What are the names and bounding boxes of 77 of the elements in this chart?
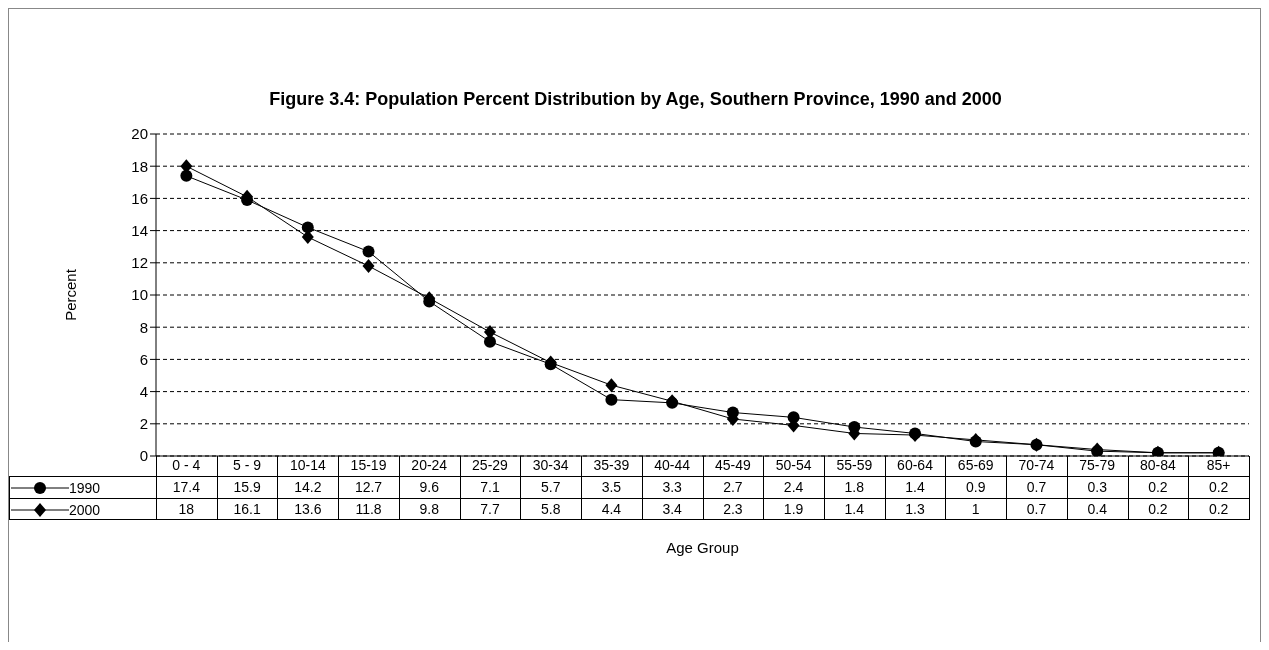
y-tick-label: 6 [139, 350, 148, 368]
x-tick-label: 30-34 [532, 456, 569, 473]
data-label: 15.9 [232, 478, 262, 497]
y-tick-label: 4 [139, 382, 148, 400]
data-label: 1.4 [904, 478, 926, 497]
x-tick-label: 85+ [1206, 456, 1231, 473]
x-tick-label: 75-79 [1079, 456, 1116, 473]
data-label: 16.1 [232, 500, 262, 519]
data-label: 5.7 [539, 478, 562, 497]
data-label: 17.4 [171, 478, 201, 497]
data-label: 9.6 [418, 478, 440, 497]
chart-title: Figure 3.4: Population Percent Distribution by Age, Southern Province, 1990 and 2000 [268, 89, 1003, 110]
y-axis-title: Percent [62, 268, 80, 321]
y-tick-label: 8 [139, 318, 148, 336]
x-tick-label: 40-44 [654, 456, 691, 473]
data-label: 5.8 [539, 500, 562, 519]
y-tick-label: 0 [139, 447, 148, 465]
legend-label: 1990 [69, 480, 101, 496]
x-tick-label: 0 - 4 [172, 456, 201, 473]
data-label: 0.2 [1207, 500, 1230, 519]
point [301, 221, 314, 234]
data-label: 9.8 [418, 500, 440, 519]
x-tick-label: 50-54 [775, 456, 812, 473]
point [605, 393, 618, 406]
data-label: 11.8 [354, 500, 383, 519]
point [362, 245, 375, 258]
legend-label: 2000 [69, 502, 101, 518]
y-tick-label: 20 [131, 125, 148, 143]
x-tick-label: 10-14 [289, 456, 326, 473]
data-label: 0.4 [1086, 500, 1108, 519]
x-tick-label: 25-29 [472, 456, 509, 473]
data-label: 2.7 [722, 478, 744, 497]
data-label: 0.2 [1147, 478, 1169, 497]
data-label: 12.7 [353, 478, 384, 497]
x-tick-label: 5 - 9 [233, 456, 262, 473]
data-label: 0.7 [1025, 500, 1048, 519]
data-label: 14.2 [293, 478, 323, 497]
point [301, 230, 314, 245]
data-label: 0.7 [1025, 478, 1048, 497]
x-tick-label: 35-39 [593, 456, 630, 473]
data-label: 0.2 [1147, 500, 1169, 519]
data-label: 1.9 [782, 500, 805, 519]
x-tick-label: 80-84 [1140, 456, 1177, 473]
x-tick-label: 15-19 [350, 456, 387, 473]
point [605, 378, 618, 393]
x-axis-title: Age Group [665, 539, 740, 556]
x-tick-label: 65-69 [957, 456, 994, 473]
point [362, 259, 375, 274]
x-tick-label: 45-49 [714, 456, 751, 473]
x-tick-label: 70-74 [1018, 456, 1055, 473]
data-label: 0.3 [1086, 478, 1108, 497]
x-tick-label: 60-64 [897, 456, 934, 473]
x-tick-label: 55-59 [836, 456, 873, 473]
y-tick-label: 18 [131, 157, 148, 175]
data-label: 0.9 [965, 478, 987, 497]
data-label: 1.4 [843, 500, 866, 519]
data-label: 13.6 [293, 500, 323, 519]
data-label: 7.1 [479, 478, 501, 497]
data-label: 7.7 [479, 500, 501, 519]
data-label: 1.3 [904, 500, 926, 519]
data-label: 4.4 [600, 500, 623, 519]
point [483, 335, 496, 348]
y-tick-label: 2 [139, 415, 148, 433]
y-tick-label: 12 [131, 254, 148, 272]
data-label: 3.5 [600, 478, 623, 497]
data-label: 1.8 [843, 478, 866, 497]
data-label: 2.4 [782, 478, 805, 497]
data-label: 2.3 [722, 500, 744, 519]
data-label: 1 [970, 500, 981, 519]
data-label: 3.4 [661, 500, 683, 519]
data-label: 18 [177, 500, 196, 519]
y-tick-label: 16 [131, 189, 148, 207]
x-tick-label: 20-24 [411, 456, 448, 473]
data-label: 3.3 [661, 478, 683, 497]
y-tick-label: 14 [131, 221, 148, 239]
y-tick-label: 10 [131, 286, 148, 304]
data-label: 0.2 [1207, 478, 1230, 497]
